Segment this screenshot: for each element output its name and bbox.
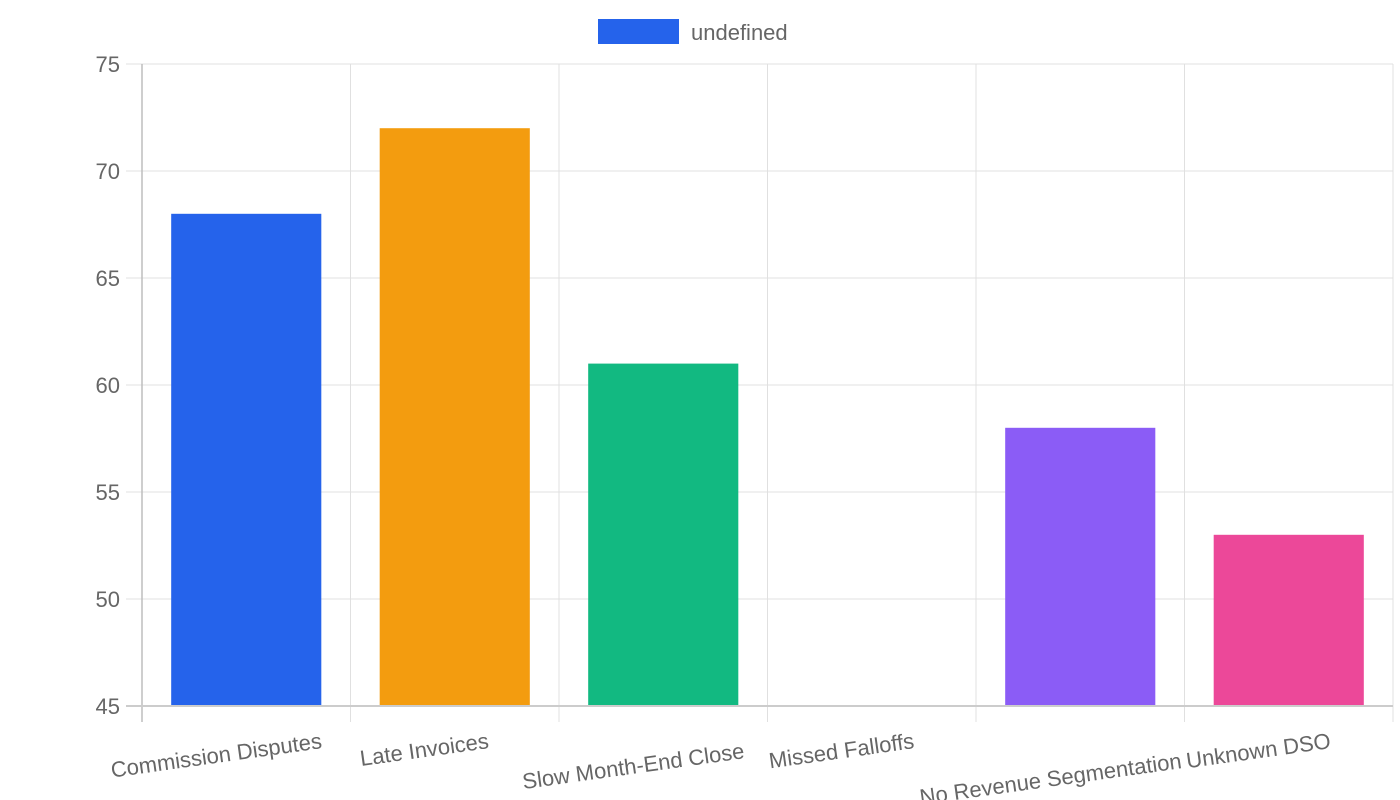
y-tick-label: 70	[96, 159, 120, 184]
y-tick-label: 50	[96, 587, 120, 612]
x-tick-label: Unknown DSO	[1185, 728, 1333, 773]
bars	[171, 128, 1364, 707]
y-tick-label: 60	[96, 373, 120, 398]
x-tick-label: Missed Falloffs	[767, 728, 915, 773]
grid-lines	[126, 63, 1394, 722]
y-tick-label: 45	[96, 694, 120, 719]
legend-label[interactable]: undefined	[691, 20, 788, 45]
y-axis-ticks: 45 50 55 60 65 70 75	[96, 52, 120, 719]
x-tick-label: Slow Month-End Close	[521, 738, 746, 794]
legend[interactable]: undefined	[598, 19, 788, 45]
bar[interactable]	[379, 128, 530, 706]
bar[interactable]	[588, 363, 739, 706]
x-axis-ticks: Commission Disputes Late Invoices Slow Mon…	[109, 728, 1332, 800]
x-tick-label: Late Invoices	[358, 728, 490, 771]
y-tick-label: 75	[96, 52, 120, 77]
y-tick-label: 55	[96, 480, 120, 505]
bar[interactable]	[171, 213, 322, 707]
x-tick-label: No Revenue Segmentation	[918, 748, 1183, 800]
x-tick-label: Commission Disputes	[109, 728, 323, 782]
bar[interactable]	[1005, 427, 1156, 706]
legend-swatch[interactable]	[598, 19, 679, 44]
y-tick-label: 65	[96, 266, 120, 291]
bar[interactable]	[1213, 534, 1364, 706]
axes	[126, 64, 1393, 722]
